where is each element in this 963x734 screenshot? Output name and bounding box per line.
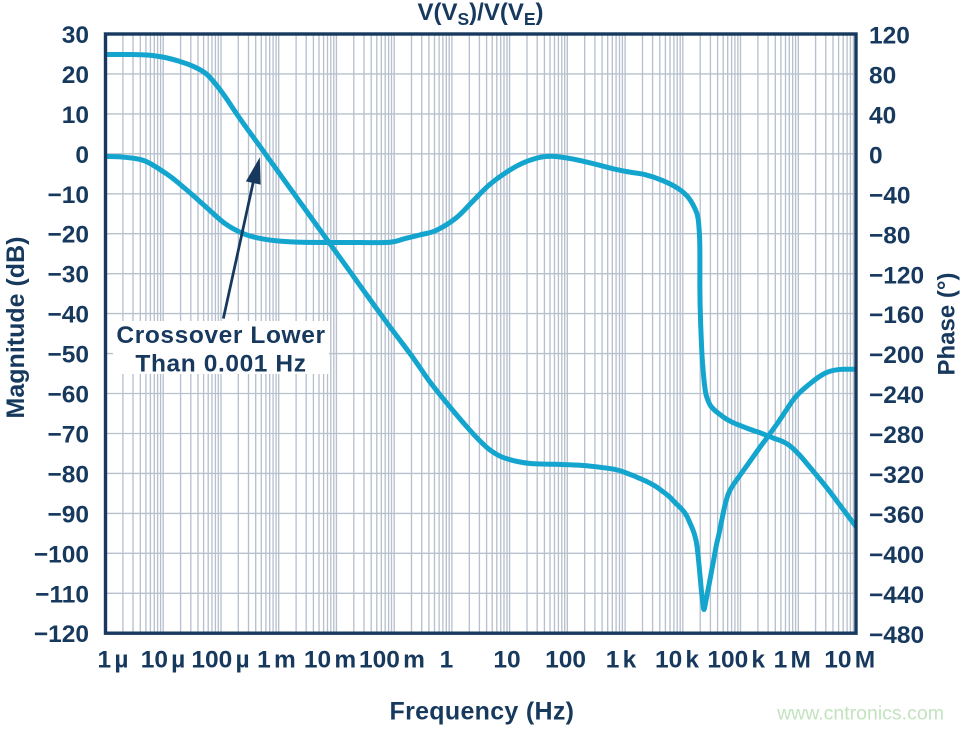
- svg-text:V(VS)/V(VE): V(VS)/V(VE): [417, 0, 543, 29]
- svg-text:40: 40: [869, 103, 896, 130]
- svg-text:80: 80: [869, 63, 896, 90]
- svg-text:−160: −160: [869, 302, 924, 329]
- svg-text:−320: −320: [869, 462, 924, 489]
- svg-text:−80: −80: [869, 222, 911, 249]
- svg-text:−70: −70: [47, 422, 89, 449]
- svg-text:10 M: 10 M: [824, 647, 875, 674]
- svg-text:−30: −30: [47, 262, 89, 289]
- svg-text:−200: −200: [869, 342, 924, 369]
- svg-text:120: 120: [869, 23, 910, 50]
- svg-text:1 k: 1 k: [606, 647, 637, 674]
- svg-text:20: 20: [62, 62, 89, 89]
- svg-text:100 m: 100 m: [359, 647, 425, 674]
- svg-text:−50: −50: [47, 342, 89, 369]
- svg-text:−120: −120: [34, 621, 89, 648]
- svg-text:−400: −400: [869, 542, 924, 569]
- svg-text:−110: −110: [35, 581, 89, 608]
- svg-text:1 M: 1 M: [774, 647, 811, 674]
- svg-text:−20: −20: [47, 222, 89, 249]
- svg-text:Than 0.001 Hz: Than 0.001 Hz: [135, 351, 306, 378]
- svg-text:−480: −480: [869, 622, 924, 649]
- svg-text:100 µ: 100 µ: [191, 647, 249, 674]
- svg-text:−90: −90: [47, 501, 89, 528]
- svg-text:10: 10: [62, 102, 89, 129]
- svg-text:−60: −60: [47, 382, 89, 409]
- svg-text:Phase (°): Phase (°): [934, 273, 961, 376]
- svg-text:100: 100: [545, 647, 586, 674]
- svg-text:−40: −40: [47, 302, 89, 329]
- svg-text:−80: −80: [47, 461, 89, 488]
- svg-text:1 µ: 1 µ: [98, 647, 129, 674]
- svg-text:−40: −40: [869, 182, 911, 209]
- svg-text:−440: −440: [869, 582, 924, 609]
- svg-text:1: 1: [440, 647, 454, 674]
- svg-text:Frequency (Hz): Frequency (Hz): [390, 698, 575, 726]
- svg-text:Magnitude (dB): Magnitude (dB): [2, 237, 30, 419]
- svg-text:−100: −100: [34, 541, 89, 568]
- svg-text:−120: −120: [869, 262, 924, 289]
- svg-text:0: 0: [869, 142, 883, 169]
- svg-text:100 k: 100 k: [707, 647, 765, 674]
- svg-text:10 µ: 10 µ: [141, 647, 186, 674]
- svg-text:10 k: 10 k: [655, 647, 699, 674]
- svg-text:0: 0: [75, 142, 89, 169]
- svg-text:−360: −360: [869, 502, 924, 529]
- svg-text:10 m: 10 m: [304, 647, 356, 674]
- svg-text:−10: −10: [47, 182, 89, 209]
- svg-text:1 m: 1 m: [257, 647, 296, 674]
- svg-text:www.cntronics.com: www.cntronics.com: [776, 703, 944, 725]
- svg-text:30: 30: [62, 22, 89, 49]
- svg-text:Crossover Lower: Crossover Lower: [116, 322, 325, 349]
- svg-text:−240: −240: [869, 382, 924, 409]
- svg-text:10: 10: [493, 647, 520, 674]
- svg-text:−280: −280: [869, 422, 924, 449]
